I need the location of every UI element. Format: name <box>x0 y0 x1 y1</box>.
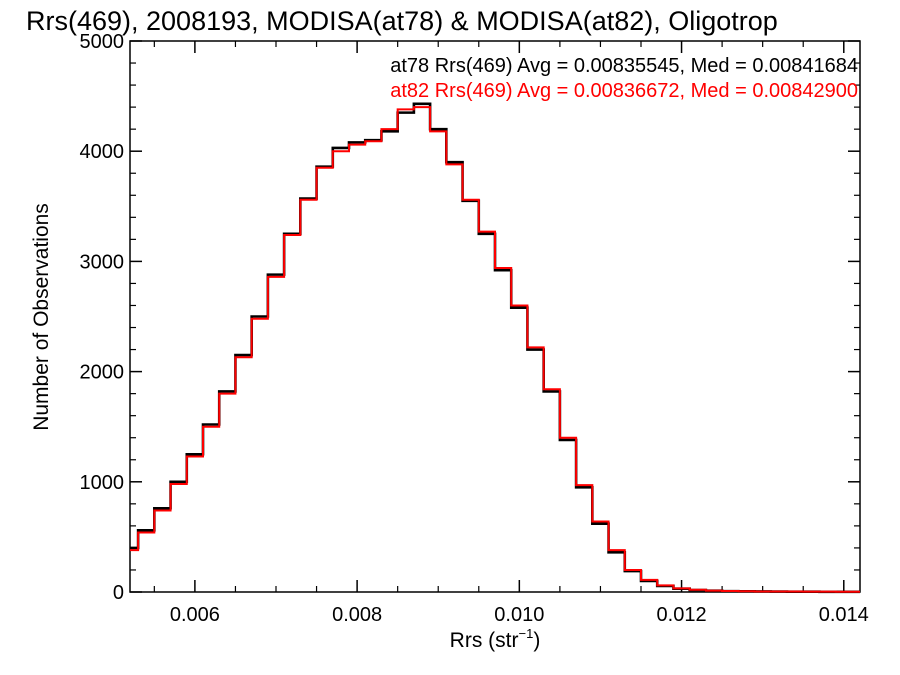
series-at82-step-line <box>130 106 860 593</box>
x-tick-label: 0.010 <box>494 604 544 626</box>
y-tick-label: 5000 <box>80 31 125 53</box>
x-axis-label-main: Rrs (str <box>450 629 519 652</box>
x-axis-label: Rrs (str−1) <box>450 626 541 652</box>
series-group <box>130 102 860 594</box>
y-axis-label: Number of Observations <box>30 203 53 431</box>
series-at78-step-line <box>130 102 860 594</box>
y-tick-label: 2000 <box>80 362 125 384</box>
axis-tick-labels: 0.006 0.008 0.010 0.012 0.014 0 1000 2000 3000 40… <box>80 31 869 626</box>
y-tick-label: 4000 <box>80 141 125 163</box>
y-tick-label: 1000 <box>80 472 125 494</box>
x-axis-label-close: ) <box>533 629 540 652</box>
x-tick-label: 0.006 <box>170 604 220 626</box>
x-tick-label: 0.014 <box>819 604 869 626</box>
legend-entry-at82: at82 Rrs(469) Avg = 0.00836672, Med = 0.… <box>390 80 858 102</box>
x-axis-label-superscript: −1 <box>519 626 534 641</box>
y-tick-label: 0 <box>113 582 124 604</box>
legend-entry-at78: at78 Rrs(469) Avg = 0.00835545, Med = 0.… <box>390 55 858 77</box>
axis-ticks <box>130 40 860 593</box>
x-tick-label: 0.008 <box>332 604 382 626</box>
plot-frame <box>129 40 861 593</box>
y-tick-label: 3000 <box>80 251 125 273</box>
x-tick-label: 0.012 <box>657 604 707 626</box>
chart-title: Rrs(469), 2008193, MODISA(at78) & MODISA… <box>26 6 778 36</box>
